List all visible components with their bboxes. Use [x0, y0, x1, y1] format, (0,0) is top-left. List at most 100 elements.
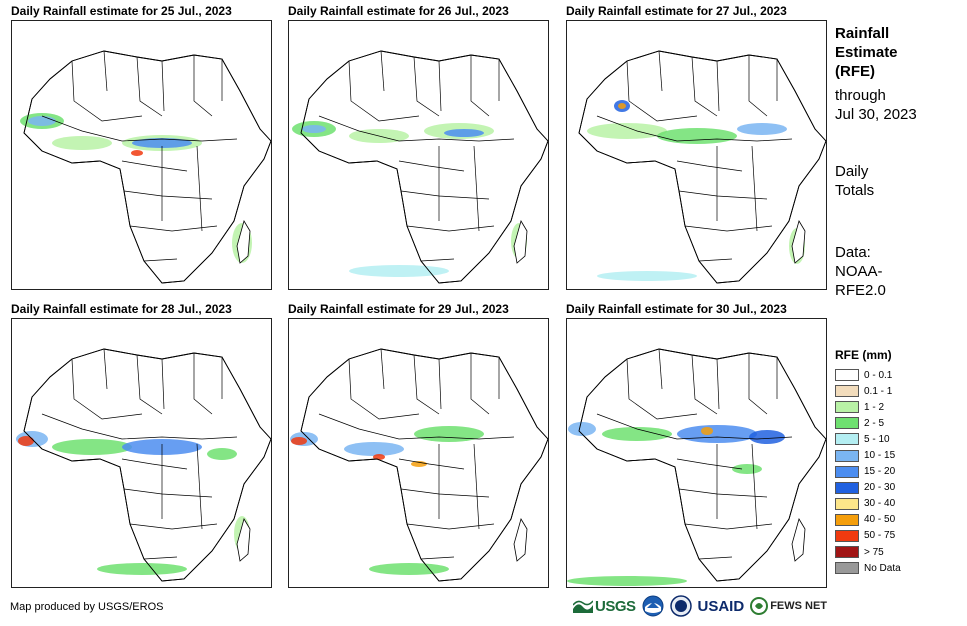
legend: 0 - 0.1 0.1 - 1 1 - 2 2 - 5 5 - 10 10 - 15 15 … [835, 367, 901, 576]
rainfall-area [749, 430, 785, 444]
legend-swatch [835, 513, 859, 526]
country-border [658, 50, 663, 92]
dos-seal-icon [669, 595, 692, 617]
legend-label: 30 - 40 [864, 498, 896, 510]
totals-line: Totals [835, 182, 875, 199]
legend-swatch [835, 529, 859, 542]
country-border [41, 115, 238, 142]
country-border [751, 145, 758, 232]
rainfall-area [732, 464, 762, 474]
data-source-text: Data: NOAA- RFE2.0 [835, 243, 886, 300]
fews-net-logo-text: FEWS NET [770, 600, 828, 612]
rainfall-area [28, 116, 56, 126]
legend-item: 15 - 20 [835, 464, 901, 480]
country-border [41, 413, 238, 440]
legend-swatch [835, 401, 859, 414]
legend-swatch [835, 385, 859, 398]
country-border [161, 60, 165, 112]
rainfall-area [567, 576, 687, 586]
legend-title: RFE (mm) [835, 348, 892, 362]
usgs-logo: USGS [573, 598, 636, 615]
coastline [300, 50, 548, 284]
country-border [470, 353, 490, 415]
legend-label: 20 - 30 [864, 482, 896, 494]
rainfall-area [618, 103, 626, 109]
country-border [121, 160, 188, 172]
africa-landmass [300, 50, 548, 284]
legend-item: 5 - 10 [835, 431, 901, 447]
rainfall-map [566, 20, 827, 290]
madagascar [791, 219, 806, 264]
madagascar [513, 517, 528, 562]
rainfall-area [18, 436, 34, 446]
country-border [470, 55, 490, 117]
rainfall-area [302, 125, 326, 133]
africa-map [290, 348, 548, 582]
legend-swatch [835, 449, 859, 462]
country-border [626, 358, 698, 420]
legend-swatch [835, 369, 859, 382]
madagascar [791, 517, 806, 562]
africa-landmass [578, 348, 826, 582]
africa-map [567, 348, 826, 586]
legend-item: 2 - 5 [835, 415, 901, 431]
logo-strip: USGS USAID FEWS NET [573, 595, 827, 617]
country-border [473, 145, 480, 232]
panel-title: Daily Rainfall estimate for 26 Jul., 202… [288, 4, 509, 18]
country-border [420, 556, 455, 560]
coastline [23, 50, 271, 284]
country-border [103, 348, 108, 390]
rainfall-map [11, 318, 272, 588]
rainfall-area [369, 563, 449, 575]
africa-map [578, 50, 826, 284]
rainfall-area [52, 439, 132, 455]
legend-item: 0.1 - 1 [835, 383, 901, 399]
legend-item: 30 - 40 [835, 496, 901, 512]
legend-item: 0 - 0.1 [835, 367, 901, 383]
country-border [136, 56, 163, 117]
africa-landmass [578, 50, 826, 284]
panel-title: Daily Rainfall estimate for 28 Jul., 202… [11, 302, 232, 316]
panel-28-jul: Daily Rainfall estimate for 28 Jul., 202… [11, 302, 272, 588]
legend-swatch [835, 497, 859, 510]
country-border [698, 556, 733, 560]
country-border [413, 354, 440, 415]
legend-label: No Data [864, 562, 901, 574]
country-border [71, 358, 143, 420]
panel-25-jul: Daily Rainfall estimate for 25 Jul., 202… [11, 4, 272, 290]
rainfall-area [373, 454, 385, 460]
coastline [23, 348, 271, 582]
country-border [136, 354, 163, 415]
legend-item: 40 - 50 [835, 512, 901, 528]
country-border [698, 258, 733, 262]
country-border [716, 60, 720, 112]
legend-label: 1 - 2 [864, 401, 885, 413]
title-line: Estimate [835, 44, 898, 61]
legend-label: 2 - 5 [864, 417, 885, 429]
rainfall-map [566, 318, 827, 588]
legend-swatch [835, 465, 859, 478]
rainfall-area [131, 150, 143, 156]
legend-swatch [835, 481, 859, 494]
rainfall-area [444, 129, 484, 137]
panel-title: Daily Rainfall estimate for 30 Jul., 202… [566, 302, 787, 316]
legend-item: 10 - 15 [835, 447, 901, 463]
country-border [676, 458, 743, 470]
rainfall-area [411, 461, 427, 467]
through-date: Jul 30, 2023 [835, 106, 917, 123]
legend-label: 5 - 10 [864, 433, 890, 445]
rainfall-area [587, 123, 667, 139]
legend-swatch [835, 417, 859, 430]
usaid-logo-text: USAID [697, 597, 745, 615]
sidebar-title: Rainfall Estimate (RFE) [835, 24, 898, 81]
country-border [691, 56, 718, 117]
coastline [300, 348, 548, 582]
country-border [380, 50, 385, 92]
africa-map [292, 50, 548, 284]
panel-title: Daily Rainfall estimate for 29 Jul., 202… [288, 302, 509, 316]
country-border [626, 60, 698, 122]
country-border [473, 443, 480, 530]
country-border [716, 358, 720, 410]
panel-30-jul: Daily Rainfall estimate for 30 Jul., 202… [566, 302, 827, 588]
country-border [676, 160, 743, 172]
